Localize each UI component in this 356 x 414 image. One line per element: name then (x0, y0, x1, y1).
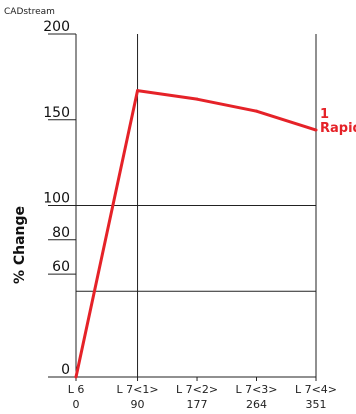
x-tick-value-2: 177 (187, 398, 208, 411)
series-group: 1Rapid (74, 89, 356, 379)
x-ticks: L 6 0 L 7<1> 90 L 7<2> 177 L 7<3> 264 L 7<4> 351 (68, 377, 337, 411)
y-tick-label-150: 150 (43, 105, 70, 121)
x-tick-label-0: L 6 (68, 383, 85, 396)
series-label-0-line2: Rapid (320, 121, 356, 136)
y-tick-label-100: 100 (43, 191, 70, 207)
series-point-0-3 (255, 109, 259, 113)
x-tick-label-2: L 7<2> (176, 383, 218, 396)
y-tick-label-80: 80 (52, 225, 70, 241)
series-point-0-1 (136, 89, 140, 93)
x-tick-value-0: 0 (73, 398, 80, 411)
series-point-0-2 (195, 97, 199, 101)
x-tick-value-4: 351 (306, 398, 327, 411)
series-point-0-4 (314, 128, 318, 132)
series-point-0-0 (74, 375, 78, 379)
series-label-0-line1: 1 (320, 107, 329, 122)
y-tick-label-0: 0 (61, 362, 70, 378)
x-tick-value-1: 90 (131, 398, 145, 411)
x-tick-label-4: L 7<4> (295, 383, 337, 396)
y-tick-label-200: 200 (43, 19, 70, 35)
app-title: CADstream (4, 7, 55, 17)
series-line-0 (74, 89, 317, 378)
y-axis-label: % Change (12, 206, 28, 284)
y-tick-label-60: 60 (52, 259, 70, 275)
x-tick-label-3: L 7<3> (235, 383, 277, 396)
x-tick-label-1: L 7<1> (117, 383, 159, 396)
x-tick-value-3: 264 (246, 398, 267, 411)
y-ticks: 0 60 80 100 150 200 (43, 19, 76, 378)
